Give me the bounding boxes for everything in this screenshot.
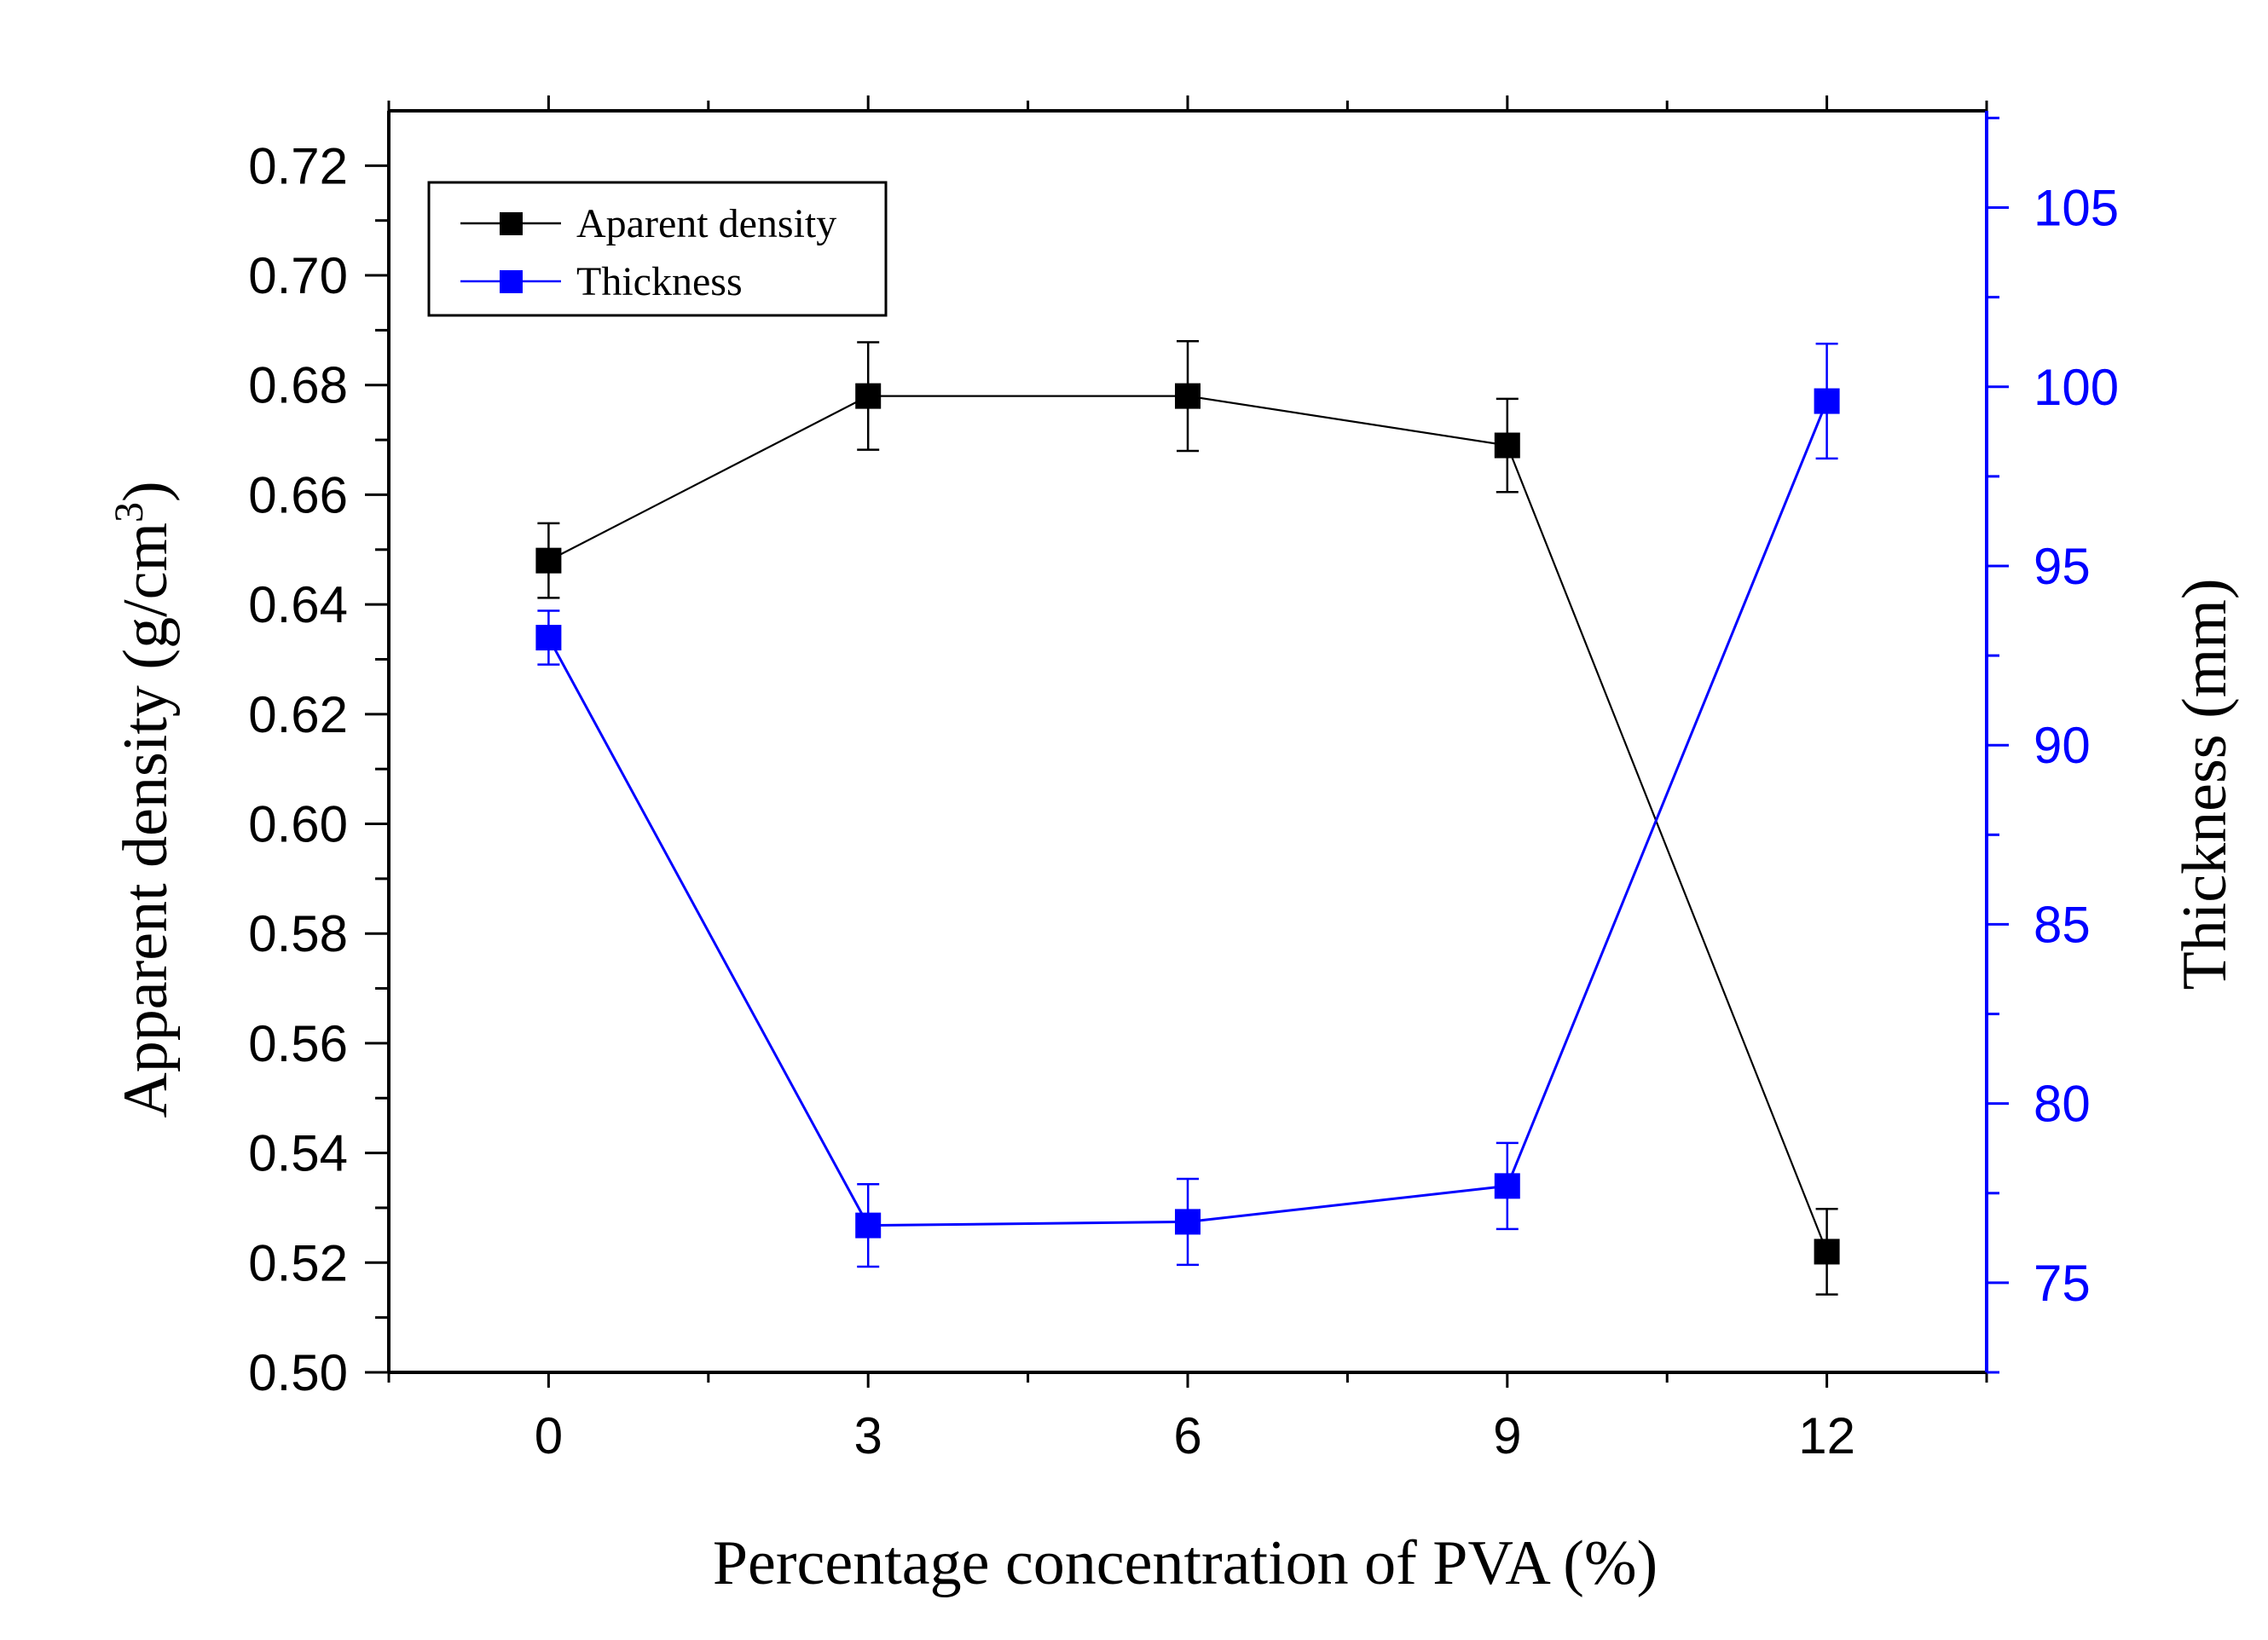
- y-axis-left-title: Apparent density (g/cm3): [107, 481, 181, 1117]
- series-layer: [535, 340, 1840, 1296]
- x-tick-label: 12: [1798, 1407, 1855, 1464]
- x-tick-label: 3: [854, 1407, 882, 1464]
- data-point: [1494, 1173, 1520, 1199]
- data-point: [1175, 1209, 1201, 1235]
- y-left-tick-label: 0.60: [248, 796, 348, 853]
- y-right-tick-label: 90: [2034, 717, 2091, 774]
- y-right-tick-label: 75: [2034, 1255, 2091, 1312]
- y-left-tick-label: 0.72: [248, 137, 348, 194]
- y-left-tick-label: 0.56: [248, 1015, 348, 1072]
- y-left-tick-label: 0.68: [248, 357, 348, 414]
- y-axis-right-title: Thickness (mm): [2170, 579, 2240, 990]
- legend: Aparent density Thickness: [427, 181, 888, 317]
- axes-layer: 0 3 6 9 12 0.50 0.52 0.54 0.56 0.58 0.60 0.62 0.64 0.…: [248, 95, 2119, 1464]
- legend-label-thickness: Thickness: [576, 259, 743, 304]
- y-right-tick-label: 105: [2034, 180, 2119, 237]
- legend-marker-density: [500, 212, 523, 235]
- legend-label-density: Aparent density: [576, 201, 836, 246]
- data-point: [1814, 1239, 1840, 1265]
- y-left-tick-label: 0.52: [248, 1234, 348, 1291]
- x-axis-title: Percentage concentration of PVA (%): [713, 1528, 1658, 1598]
- series-line: [547, 395, 1828, 1252]
- y-right-tick-label: 95: [2034, 538, 2091, 595]
- data-point: [535, 625, 562, 651]
- series-line: [547, 401, 1828, 1227]
- data-point: [1814, 388, 1840, 414]
- y-left-tick-label: 0.58: [248, 905, 348, 962]
- y-right-tick-label: 100: [2034, 359, 2119, 416]
- y-left-tick-label: 0.62: [248, 686, 348, 743]
- series-thickness: [535, 343, 1840, 1268]
- x-tick-label: 0: [535, 1407, 563, 1464]
- data-point: [855, 1212, 882, 1239]
- data-point: [1175, 383, 1201, 409]
- y-right-tick-label: 85: [2034, 896, 2091, 953]
- x-tick-label: 9: [1493, 1407, 1521, 1464]
- y-left-tick-label: 0.70: [248, 247, 348, 304]
- y-left-tick-label: 0.50: [248, 1344, 348, 1401]
- legend-marker-thickness: [500, 270, 523, 293]
- y-left-tick-label: 0.64: [248, 576, 348, 633]
- data-point: [535, 547, 562, 574]
- y-left-tick-label: 0.54: [248, 1125, 348, 1182]
- y-left-tick-label: 0.66: [248, 466, 348, 523]
- x-tick-label: 6: [1173, 1407, 1201, 1464]
- y-right-tick-label: 80: [2034, 1076, 2091, 1133]
- series-density: [535, 340, 1840, 1296]
- data-point: [855, 383, 882, 409]
- data-point: [1494, 432, 1520, 459]
